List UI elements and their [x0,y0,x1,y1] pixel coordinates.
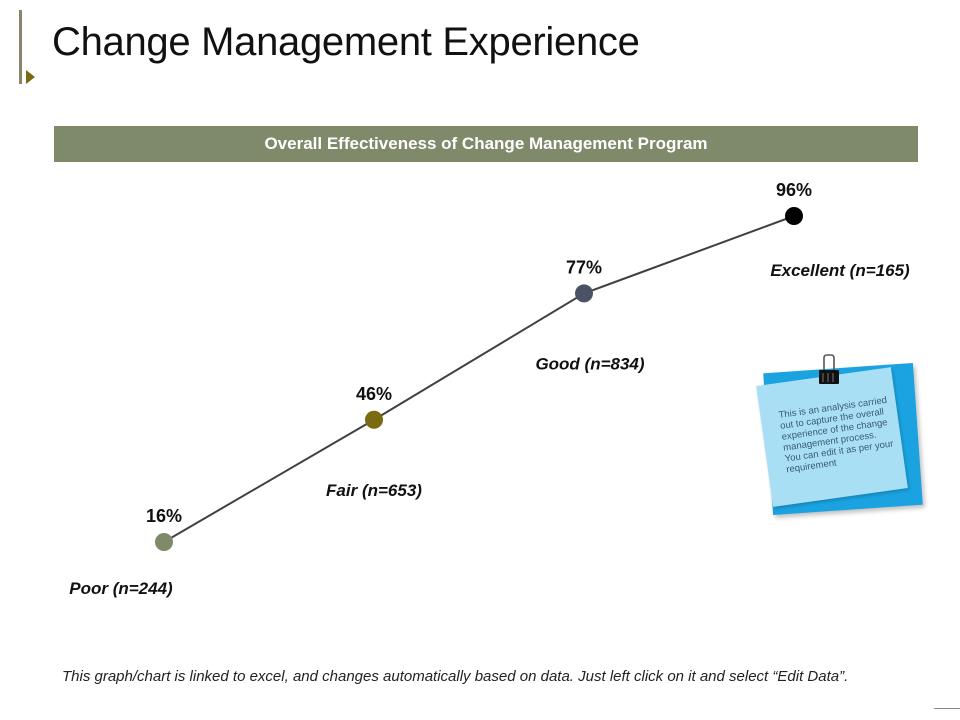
data-point-3[interactable] [575,284,593,303]
series-line [163,215,795,543]
chart-title-banner: Overall Effectiveness of Change Manageme… [54,126,918,162]
title-accent-bar [19,10,22,84]
category-label-4: Excellent (n=165) [770,261,910,280]
value-label-3: 77% [566,257,602,277]
title-accent-arrow-icon [26,70,35,84]
chart-title: Overall Effectiveness of Change Manageme… [264,134,708,153]
category-label-3: Good (n=834) [535,354,644,373]
corner-divider [934,708,960,709]
category-label-2: Fair (n=653) [326,481,422,500]
category-label-1: Poor (n=244) [69,579,173,598]
footer-note: This graph/chart is linked to excel, and… [62,668,849,685]
value-label-2: 46% [356,384,392,404]
sticky-note[interactable]: This is an analysis carried out to captu… [756,354,940,534]
value-label-1: 16% [146,506,182,526]
slide-title: Change Management Experience [52,20,640,64]
data-point-4[interactable] [785,207,803,225]
value-label-4: 96% [776,180,812,200]
data-point-2[interactable] [365,410,383,429]
binder-clip-icon [819,354,839,384]
data-point-1[interactable] [155,533,173,551]
